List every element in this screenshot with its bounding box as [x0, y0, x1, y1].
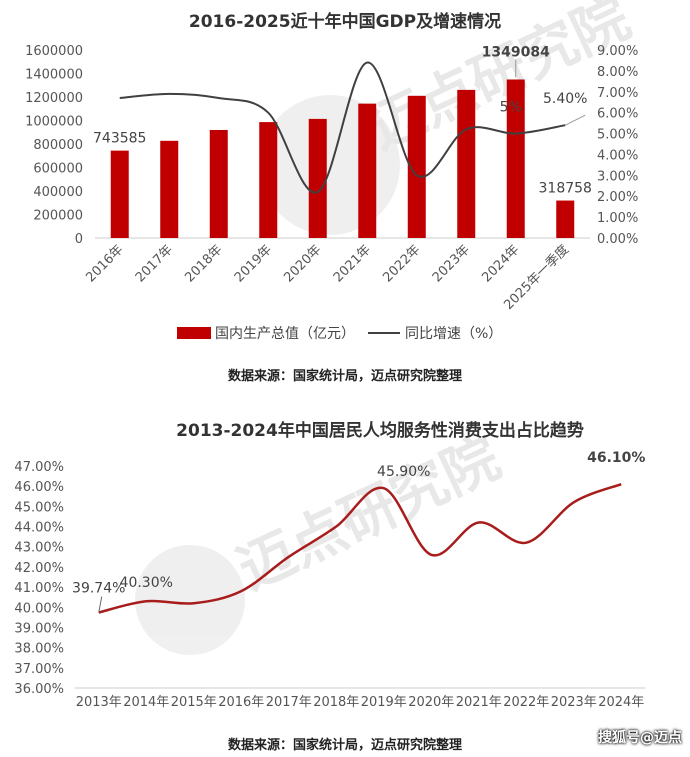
x-tick: 2023年	[551, 695, 597, 710]
y-right-tick: 6.00%	[597, 107, 638, 122]
y-left-tick: 200000	[33, 209, 83, 224]
legend-swatch-gdp	[177, 327, 211, 339]
y-left-tick: 1000000	[25, 115, 83, 130]
data-label: 5%	[500, 100, 522, 116]
y-right-tick: 4.00%	[597, 148, 638, 163]
x-tick: 2015年	[171, 695, 217, 710]
y-tick: 43.00%	[14, 541, 64, 556]
x-tick: 2017年	[266, 695, 312, 710]
y-tick: 46.00%	[14, 480, 64, 495]
legend: 国内生产总值（亿元） 同比增速（%）	[177, 326, 502, 342]
gdp-bar	[209, 129, 228, 238]
y-tick: 40.00%	[14, 601, 64, 616]
y-tick: 39.00%	[14, 621, 64, 636]
y-right-tick: 1.00%	[597, 211, 638, 226]
label-leader	[98, 596, 103, 613]
legend-label-gdp: 国内生产总值（亿元）	[215, 326, 355, 342]
y-left-tick: 1200000	[25, 91, 83, 106]
chart2-source: 数据来源：国家统计局，迈点研究院整理	[228, 737, 462, 753]
y-tick: 41.00%	[14, 581, 64, 596]
x-tick: 2021年	[331, 242, 374, 285]
y-right-tick: 5.00%	[597, 128, 638, 143]
y-tick: 44.00%	[14, 521, 64, 536]
x-tick: 2018年	[313, 695, 359, 710]
legend-label-growth: 同比增速（%）	[405, 326, 502, 342]
data-label: 5.40%	[543, 91, 587, 107]
y-right-tick: 3.00%	[597, 169, 638, 184]
watermark-logo: 迈点研究院	[135, 425, 510, 655]
chart2-title: 2013-2024年中国居民人均服务性消费支出占比趋势	[176, 420, 584, 441]
chart1-title: 2016-2025近十年中国GDP及增速情况	[189, 11, 501, 32]
x-tick: 2016年	[218, 695, 264, 710]
data-label: 40.30%	[120, 575, 173, 591]
x-tick: 2019年	[361, 695, 407, 710]
data-label: 743585	[93, 131, 146, 147]
x-tick: 2021年	[456, 695, 502, 710]
svg-text:迈点研究院: 迈点研究院	[228, 425, 509, 602]
gdp-bar	[259, 122, 278, 238]
x-tick: 2014年	[123, 695, 169, 710]
y-tick: 45.00%	[14, 500, 64, 515]
y-right-tick: 9.00%	[597, 44, 638, 59]
y-tick: 47.00%	[14, 460, 64, 475]
y-right-tick: 7.00%	[597, 86, 638, 101]
x-tick: 2018年	[182, 242, 225, 285]
growth-line	[119, 61, 566, 194]
x-tick: 2022年	[503, 695, 549, 710]
y-left-tick: 400000	[33, 185, 83, 200]
data-label: 45.90%	[377, 464, 430, 480]
y-left-tick: 800000	[33, 138, 83, 153]
y-left-tick: 1600000	[25, 44, 83, 59]
share-line	[98, 482, 622, 614]
data-label: 318758	[539, 181, 592, 197]
x-tick: 2020年	[281, 242, 324, 285]
data-label: 1349084	[482, 44, 550, 60]
x-tick: 2024年	[479, 242, 522, 285]
y-left-tick: 0	[75, 232, 83, 247]
gdp-bar	[358, 103, 377, 238]
data-label: 39.74%	[72, 581, 125, 597]
y-tick: 36.00%	[14, 682, 64, 697]
x-tick: 2013年	[76, 695, 122, 710]
x-tick: 2022年	[380, 242, 423, 285]
corner-watermark: 搜狐号@迈点	[598, 730, 682, 746]
x-tick: 2024年	[598, 695, 644, 710]
y-tick: 38.00%	[14, 642, 64, 657]
gdp-bar	[457, 89, 476, 238]
chart1-source: 数据来源：国家统计局，迈点研究院整理	[228, 368, 462, 384]
gdp-bar	[160, 140, 179, 238]
x-tick: 2017年	[133, 242, 176, 285]
x-tick: 2016年	[83, 242, 126, 285]
y-left-tick: 600000	[33, 162, 83, 177]
gdp-bar	[506, 79, 525, 238]
y-right-tick: 0.00%	[597, 232, 638, 247]
x-tick: 2019年	[232, 242, 275, 285]
y-tick: 42.00%	[14, 561, 64, 576]
y-right-tick: 8.00%	[597, 65, 638, 80]
y-right-tick: 2.00%	[597, 190, 638, 205]
y-tick: 37.00%	[14, 662, 64, 677]
consumption-chart: 36.00% 37.00% 38.00% 39.00% 40.00% 41.00% 42.0…	[14, 450, 645, 710]
gdp-bar	[407, 95, 426, 238]
y-left-tick: 1400000	[25, 68, 83, 83]
x-tick: 2023年	[430, 242, 473, 285]
gdp-bar	[110, 150, 129, 238]
x-tick: 2020年	[408, 695, 454, 710]
data-label: 46.10%	[587, 450, 645, 466]
gdp-bar	[308, 118, 327, 238]
gdp-bar	[556, 200, 575, 238]
label-leader	[565, 114, 586, 126]
